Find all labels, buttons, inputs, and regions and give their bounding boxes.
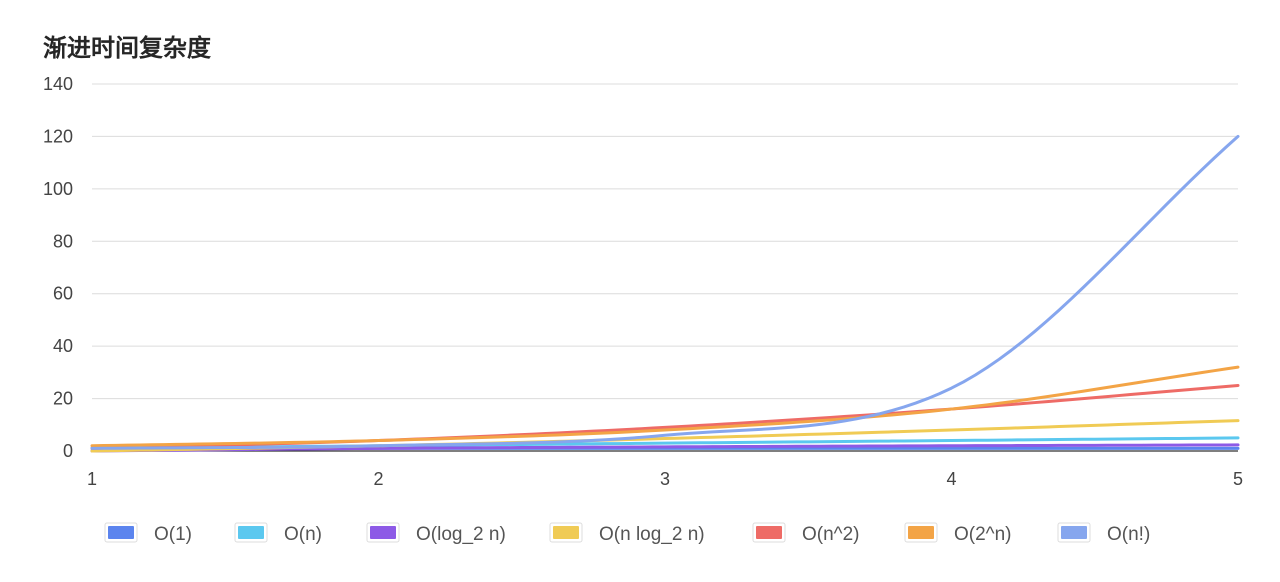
chart-title: 渐进时间复杂度 [43, 34, 211, 62]
legend-label[interactable]: O(n) [284, 524, 322, 545]
y-tick-label: 140 [43, 74, 73, 94]
legend-label[interactable]: O(n!) [1107, 524, 1150, 545]
x-tick-label: 1 [87, 469, 97, 489]
y-tick-label: 60 [53, 284, 73, 304]
series-line-o-log-2-n [90, 443, 1240, 453]
legend-swatch [238, 526, 264, 539]
series-line-o-n [90, 134, 1240, 450]
x-tick-label: 2 [373, 469, 383, 489]
legend-label[interactable]: O(n log_2 n) [599, 524, 705, 545]
legend-label[interactable]: O(log_2 n) [416, 524, 506, 545]
x-tick-label: 5 [1233, 469, 1243, 489]
legend-swatch [370, 526, 396, 539]
legend-swatch [1061, 526, 1087, 539]
legend-swatch [908, 526, 934, 539]
y-tick-label: 0 [63, 441, 73, 461]
x-tick-label: 4 [946, 469, 956, 489]
legend-label[interactable]: O(n^2) [802, 524, 859, 545]
y-tick-label: 80 [53, 231, 73, 251]
y-tick-label: 100 [43, 179, 73, 199]
y-tick-label: 40 [53, 336, 73, 356]
y-tick-label: 20 [53, 389, 73, 409]
legend-swatch [553, 526, 579, 539]
legend-swatch [756, 526, 782, 539]
legend-label[interactable]: O(2^n) [954, 524, 1011, 545]
legend-swatch [108, 526, 134, 539]
x-tick-label: 3 [660, 469, 670, 489]
series-line-o-2-n [90, 365, 1240, 448]
y-tick-label: 120 [43, 126, 73, 146]
legend-label[interactable]: O(1) [154, 524, 192, 545]
